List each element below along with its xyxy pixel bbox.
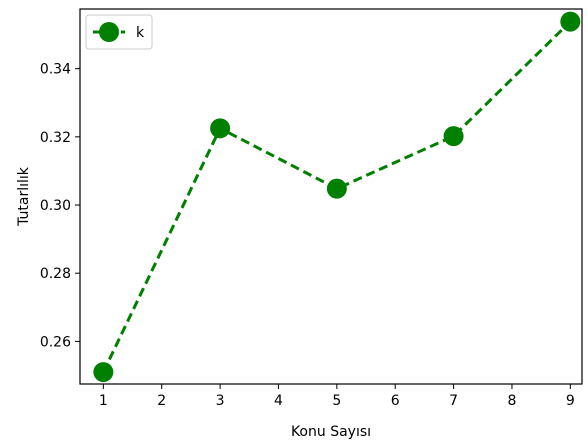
y-tick-label: 0.30 (40, 198, 71, 214)
x-tick-label: 4 (274, 393, 283, 409)
data-point (326, 178, 347, 199)
data-point (93, 362, 114, 383)
data-point (560, 11, 581, 32)
x-tick-label: 6 (391, 393, 400, 409)
x-tick-label: 9 (566, 393, 575, 409)
y-tick-label: 0.34 (40, 62, 71, 78)
y-tick-label: 0.28 (40, 266, 71, 282)
x-tick-label: 8 (507, 393, 516, 409)
x-tick-label: 1 (99, 393, 108, 409)
series-layer (93, 11, 581, 383)
x-tick-label: 5 (332, 393, 341, 409)
x-tick-label: 2 (157, 393, 166, 409)
legend: k (85, 14, 153, 50)
y-tick-label: 0.32 (40, 130, 71, 146)
x-axis-label: Konu Sayısı (291, 424, 371, 440)
data-point (210, 118, 231, 139)
y-axis-label: Tutarlılık (16, 166, 32, 227)
data-point (443, 126, 464, 147)
x-tick-label: 7 (449, 393, 458, 409)
x-axis-ticks: 1 2 3 4 5 6 7 8 9 (99, 384, 575, 409)
legend-marker-icon (99, 22, 119, 42)
legend-label: k (136, 25, 145, 41)
y-tick-label: 0.26 (40, 334, 71, 350)
y-axis-ticks: 0.26 0.28 0.30 0.32 0.34 (40, 62, 80, 350)
axes-frame (79, 8, 583, 385)
x-tick-label: 3 (216, 393, 225, 409)
plot-area (79, 8, 583, 385)
